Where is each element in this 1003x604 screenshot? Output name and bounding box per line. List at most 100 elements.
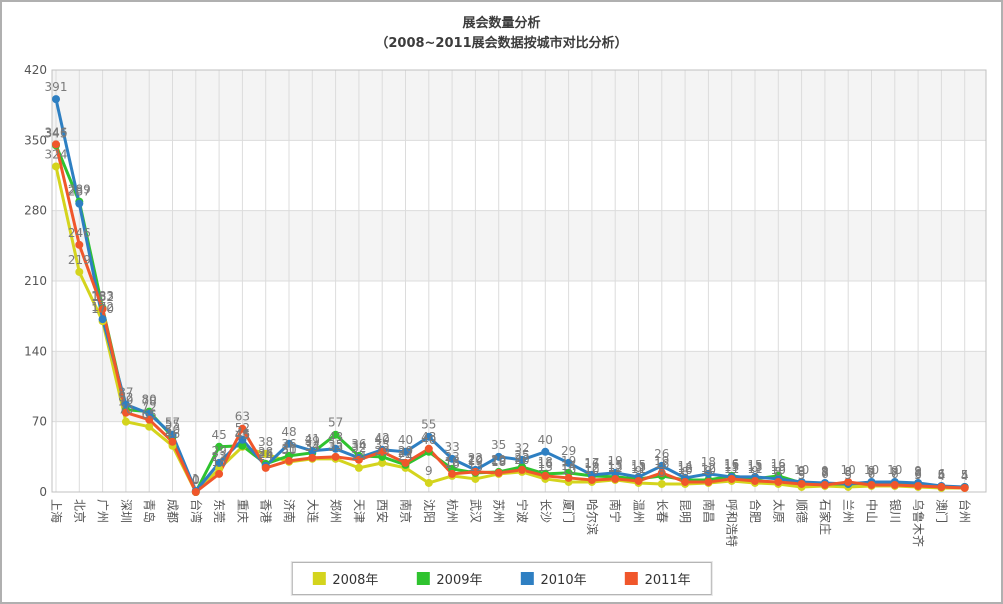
data-point[interactable] — [424, 444, 433, 453]
x-axis-label: 太原 — [771, 499, 786, 523]
data-point[interactable] — [518, 455, 526, 464]
data-point[interactable] — [215, 469, 224, 478]
data-point[interactable] — [308, 453, 317, 462]
data-point[interactable] — [611, 474, 620, 483]
data-value-label: 13 — [608, 460, 623, 474]
data-point[interactable] — [75, 199, 84, 208]
data-point[interactable] — [401, 458, 410, 467]
data-point[interactable] — [914, 481, 923, 490]
data-point[interactable] — [331, 444, 340, 453]
data-point[interactable] — [145, 422, 154, 431]
data-point[interactable] — [121, 408, 130, 417]
data-point[interactable] — [564, 458, 573, 467]
y-tick-label: 70 — [32, 415, 47, 429]
data-point[interactable] — [354, 455, 363, 464]
data-point[interactable] — [308, 446, 317, 455]
data-point[interactable] — [52, 95, 60, 104]
data-point[interactable] — [960, 483, 969, 492]
data-point[interactable] — [657, 468, 666, 477]
data-point[interactable] — [774, 477, 783, 486]
data-point[interactable] — [587, 475, 596, 484]
data-point[interactable] — [471, 474, 480, 483]
data-value-label: 0 — [192, 473, 200, 487]
legend-item-2009[interactable]: 2009年 — [416, 569, 483, 588]
data-point[interactable] — [215, 458, 224, 467]
data-point[interactable] — [238, 424, 247, 433]
y-tick-label: 350 — [24, 133, 47, 147]
data-point[interactable] — [541, 471, 550, 480]
y-tick-label: 140 — [24, 344, 47, 358]
data-point[interactable] — [681, 477, 690, 486]
data-point[interactable] — [727, 474, 736, 483]
data-point[interactable] — [238, 435, 247, 444]
data-point[interactable] — [494, 468, 503, 477]
legend-item-2010[interactable]: 2010年 — [520, 569, 587, 588]
data-point[interactable] — [145, 415, 154, 424]
legend-item-2008[interactable]: 2008年 — [312, 569, 378, 588]
data-value-label: 9 — [425, 464, 433, 478]
data-point[interactable] — [704, 477, 713, 486]
data-value-label: 12 — [677, 461, 692, 475]
data-point[interactable] — [448, 454, 457, 463]
data-point[interactable] — [98, 315, 107, 324]
data-point[interactable] — [98, 305, 107, 314]
data-point[interactable] — [168, 437, 177, 446]
data-point[interactable] — [657, 479, 666, 488]
data-point[interactable] — [378, 447, 387, 456]
data-point[interactable] — [541, 447, 550, 456]
data-point[interactable] — [145, 409, 154, 418]
legend-item-2011[interactable]: 2011年 — [624, 569, 691, 588]
data-point[interactable] — [238, 441, 247, 450]
data-value-label: 18 — [211, 455, 226, 469]
data-point[interactable] — [890, 480, 899, 489]
data-point[interactable] — [121, 400, 130, 409]
data-value-label: 82 — [118, 391, 133, 405]
data-value-label: 16 — [724, 457, 739, 471]
data-value-label: 219 — [68, 253, 91, 267]
data-point[interactable] — [611, 468, 620, 477]
data-value-label: 1 — [192, 472, 200, 486]
data-point[interactable] — [424, 432, 433, 441]
data-point[interactable] — [448, 469, 457, 478]
data-point[interactable] — [261, 449, 270, 458]
x-axis-label: 大连 — [305, 499, 320, 523]
data-point[interactable] — [867, 480, 876, 489]
data-point[interactable] — [191, 488, 200, 496]
data-point[interactable] — [494, 452, 503, 461]
data-value-label: 18 — [491, 455, 506, 469]
plot-band — [52, 351, 986, 422]
data-point[interactable] — [331, 430, 340, 439]
data-point[interactable] — [820, 480, 829, 489]
data-point[interactable] — [844, 477, 853, 486]
data-point[interactable] — [261, 463, 270, 472]
data-point[interactable] — [657, 461, 666, 470]
data-point[interactable] — [797, 479, 806, 488]
data-point[interactable] — [168, 430, 177, 439]
data-point[interactable] — [52, 162, 60, 171]
data-point[interactable] — [518, 465, 526, 474]
data-point[interactable] — [751, 476, 759, 485]
data-point[interactable] — [937, 482, 946, 491]
data-point[interactable] — [215, 442, 224, 451]
data-point[interactable] — [285, 439, 293, 448]
data-point[interactable] — [704, 469, 713, 478]
data-point[interactable] — [285, 456, 293, 465]
data-value-label: 40 — [398, 433, 413, 447]
data-value-label: 391 — [45, 80, 68, 94]
data-point[interactable] — [378, 458, 387, 467]
data-point[interactable] — [331, 452, 340, 461]
data-point[interactable] — [634, 476, 643, 485]
legend-label: 2011年 — [644, 573, 691, 588]
data-point[interactable] — [471, 467, 480, 476]
data-point[interactable] — [75, 267, 84, 276]
legend: 2008年 2009年 2010年 2011年 — [291, 562, 712, 595]
data-point[interactable] — [75, 240, 84, 249]
data-point[interactable] — [424, 478, 433, 487]
data-point[interactable] — [354, 463, 363, 472]
data-point[interactable] — [52, 140, 60, 149]
data-value-label: 5 — [914, 468, 922, 482]
data-point[interactable] — [401, 447, 410, 456]
data-value-label: 5 — [938, 468, 946, 482]
data-point[interactable] — [121, 417, 130, 426]
data-point[interactable] — [564, 473, 573, 482]
